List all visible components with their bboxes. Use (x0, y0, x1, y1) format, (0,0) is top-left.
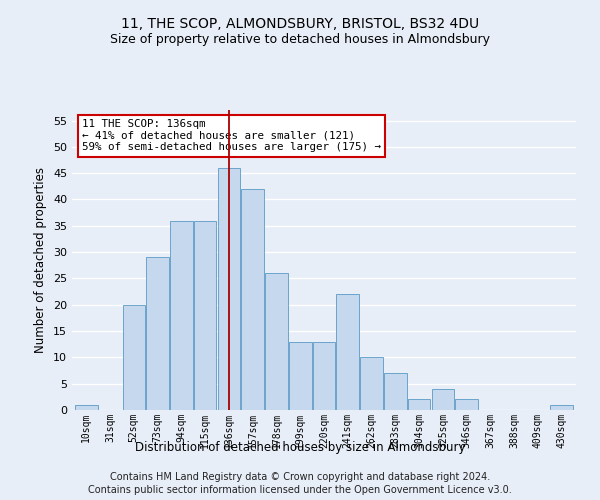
Bar (431, 389, 454, 410)
Bar (265, 273, 288, 410)
Bar (384, 373, 407, 410)
Text: 11, THE SCOP, ALMONDSBURY, BRISTOL, BS32 4DU: 11, THE SCOP, ALMONDSBURY, BRISTOL, BS32… (121, 18, 479, 32)
Bar (408, 400, 430, 410)
Bar (289, 342, 311, 410)
Bar (218, 168, 240, 410)
Bar (170, 220, 193, 410)
Bar (146, 258, 169, 410)
Bar (241, 189, 264, 410)
Bar (337, 294, 359, 410)
Text: 11 THE SCOP: 136sqm
← 41% of detached houses are smaller (121)
59% of semi-detac: 11 THE SCOP: 136sqm ← 41% of detached ho… (82, 119, 381, 152)
Text: Size of property relative to detached houses in Almondsbury: Size of property relative to detached ho… (110, 32, 490, 46)
Bar (550, 404, 573, 410)
Bar (75, 404, 98, 410)
Bar (122, 304, 145, 410)
Text: Contains public sector information licensed under the Open Government Licence v3: Contains public sector information licen… (88, 485, 512, 495)
Y-axis label: Number of detached properties: Number of detached properties (34, 167, 47, 353)
Bar (313, 342, 335, 410)
Text: Distribution of detached houses by size in Almondsbury: Distribution of detached houses by size … (135, 441, 465, 454)
Bar (360, 358, 383, 410)
Bar (455, 400, 478, 410)
Text: Contains HM Land Registry data © Crown copyright and database right 2024.: Contains HM Land Registry data © Crown c… (110, 472, 490, 482)
Bar (194, 220, 217, 410)
